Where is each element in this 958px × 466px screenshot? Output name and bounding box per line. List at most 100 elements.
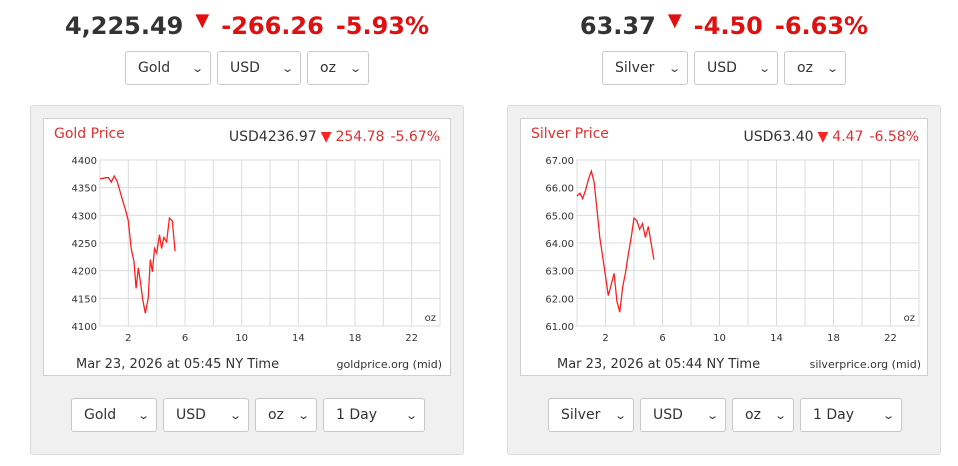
silver-change: -4.50: [693, 12, 763, 40]
chevron-down-icon: ⌄: [190, 61, 204, 75]
silver-headline: 63.37 ▼ -4.50 -6.63%: [507, 10, 941, 41]
x-tick-label: 2: [602, 333, 608, 344]
chevron-down-icon: ⌄: [296, 408, 310, 422]
x-tick-label: 10: [713, 333, 726, 344]
chart-header-values: USD4236.97 ▼ 254.78 -5.67%: [229, 129, 440, 145]
chart-currency-price: USD4236.97: [229, 129, 317, 145]
silver-percent: -6.63%: [774, 12, 869, 40]
price-line: [99, 174, 176, 314]
chart-title: Silver Price: [531, 126, 609, 142]
y-tick-label: 4350: [72, 184, 97, 195]
y-tick-label: 4300: [72, 211, 97, 222]
select-value: oz: [797, 60, 813, 76]
select-value: 1 Day: [813, 407, 855, 423]
chart-change: 254.78: [335, 129, 384, 145]
select-value: oz: [745, 407, 761, 423]
triangle-down-icon: ▼: [195, 9, 210, 31]
silver-chart: Silver Price USD63.40 ▼ 4.47 -6.58% 61.00 62…: [520, 118, 928, 376]
silver-widget: 63.37 ▼ -4.50 -6.63% Silver ⌄ USD ⌄ oz ⌄…: [507, 0, 941, 466]
chevron-down-icon: ⌄: [667, 61, 681, 75]
y-tick-label: 61.00: [545, 322, 574, 333]
chevron-down-icon: ⌄: [280, 61, 294, 75]
select-value: USD: [230, 60, 260, 76]
chevron-down-icon: ⌄: [705, 408, 719, 422]
y-tick-label: 4250: [72, 239, 97, 250]
y-tick-label: 65.00: [545, 211, 574, 222]
y-tick-label: 62.00: [545, 294, 574, 305]
chart-currency-price: USD63.40: [744, 129, 814, 145]
x-tick-labels: 2 6 10 14 18 22: [125, 333, 418, 344]
silver-unit-select[interactable]: oz ⌄: [784, 51, 846, 85]
gold-change: -266.26: [221, 12, 324, 40]
silver-currency-select[interactable]: USD ⌄: [694, 51, 778, 85]
triangle-down-icon: ▼: [818, 129, 829, 145]
chevron-down-icon: ⌄: [613, 408, 627, 422]
silver-unit-select-bottom[interactable]: oz ⌄: [732, 398, 794, 432]
silver-bottom-selects: Silver ⌄ USD ⌄ oz ⌄ 1 Day ⌄: [508, 398, 942, 432]
gold-percent: -5.93%: [335, 12, 430, 40]
y-tick-label: 4400: [72, 156, 97, 167]
chevron-down-icon: ⌄: [404, 408, 418, 422]
gold-unit-select-bottom[interactable]: oz ⌄: [255, 398, 317, 432]
gold-currency-select-bottom[interactable]: USD ⌄: [163, 398, 249, 432]
chart-footer-time: Mar 23, 2026 at 05:44 NY Time: [557, 357, 760, 372]
y-tick-label: 64.00: [545, 239, 574, 250]
gold-metal-select-bottom[interactable]: Gold ⌄: [71, 398, 157, 432]
silver-price: 63.37: [579, 12, 656, 40]
x-tick-label: 18: [349, 333, 362, 344]
gold-metal-select[interactable]: Gold ⌄: [125, 51, 211, 85]
silver-metal-select-bottom[interactable]: Silver ⌄: [548, 398, 634, 432]
silver-chart-svg: Silver Price USD63.40 ▼ 4.47 -6.58% 61.0062…: [531, 126, 921, 372]
y-tick-label: 4100: [72, 322, 97, 333]
select-value: USD: [176, 407, 206, 423]
gold-widget: 4,225.49 ▼ -266.26 -5.93% Gold ⌄ USD ⌄ o…: [30, 0, 464, 466]
gold-headline: 4,225.49 ▼ -266.26 -5.93%: [30, 9, 464, 41]
gold-period-select[interactable]: 1 Day ⌄: [323, 398, 425, 432]
x-tick-label: 2: [125, 333, 131, 344]
x-tick-label: 10: [235, 333, 248, 344]
chart-percent: -5.67%: [390, 129, 440, 145]
unit-label: oz: [904, 313, 915, 324]
chevron-down-icon: ⌄: [825, 61, 839, 75]
x-tick-label: 22: [884, 333, 897, 344]
gold-currency-select[interactable]: USD ⌄: [217, 51, 301, 85]
chevron-down-icon: ⌄: [757, 61, 771, 75]
y-tick-label: 4150: [72, 294, 97, 305]
chart-percent: -6.58%: [869, 129, 919, 145]
gold-bottom-selects: Gold ⌄ USD ⌄ oz ⌄ 1 Day ⌄: [31, 398, 465, 432]
select-value: oz: [268, 407, 284, 423]
y-tick-label: 67.00: [545, 156, 574, 167]
chart-change: 4.47: [832, 129, 863, 145]
select-value: Gold: [138, 60, 171, 76]
y-tick-label: 4200: [72, 267, 97, 278]
x-tick-labels: 2 6 10 14 18 22: [602, 333, 897, 344]
x-tick-label: 22: [405, 333, 418, 344]
gold-price: 4,225.49: [64, 12, 184, 40]
gold-chart-panel: Gold Price USD4236.97 ▼ 254.78 -5.67% 4100 4…: [30, 105, 464, 455]
select-value: oz: [320, 60, 336, 76]
chevron-down-icon: ⌄: [348, 61, 362, 75]
select-value: USD: [707, 60, 737, 76]
x-tick-label: 14: [770, 333, 783, 344]
y-tick-labels: 61.00 62.00 63.00 64.00 65.00 66.00 67.00: [545, 156, 574, 333]
chart-grid: [99, 159, 441, 327]
x-tick-label: 14: [292, 333, 305, 344]
select-value: Gold: [84, 407, 117, 423]
y-tick-label: 66.00: [545, 184, 574, 195]
x-tick-label: 6: [182, 333, 188, 344]
select-value: USD: [653, 407, 683, 423]
x-tick-label: 18: [827, 333, 840, 344]
gold-chart: Gold Price USD4236.97 ▼ 254.78 -5.67% 4100 4…: [43, 118, 451, 376]
chevron-down-icon: ⌄: [881, 408, 895, 422]
chevron-down-icon: ⌄: [136, 408, 150, 422]
chart-grid: [576, 159, 920, 327]
price-line: [576, 168, 655, 313]
chart-footer-source: goldprice.org (mid): [337, 358, 443, 371]
silver-period-select[interactable]: 1 Day ⌄: [800, 398, 902, 432]
gold-unit-select[interactable]: oz ⌄: [307, 51, 369, 85]
silver-metal-select[interactable]: Silver ⌄: [602, 51, 688, 85]
chart-header-values: USD63.40 ▼ 4.47 -6.58%: [744, 129, 919, 145]
x-tick-label: 6: [659, 333, 665, 344]
silver-currency-select-bottom[interactable]: USD ⌄: [640, 398, 726, 432]
gold-chart-svg: Gold Price USD4236.97 ▼ 254.78 -5.67% 41004…: [54, 126, 443, 372]
